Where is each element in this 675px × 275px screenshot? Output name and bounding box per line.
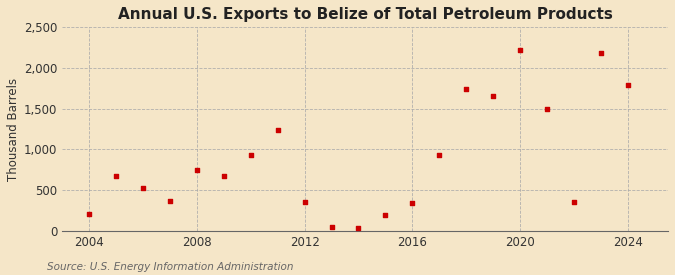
Point <box>380 213 391 217</box>
Text: Source: U.S. Energy Information Administration: Source: U.S. Energy Information Administ… <box>47 262 294 272</box>
Point <box>595 51 606 56</box>
Point <box>272 128 283 132</box>
Point <box>622 83 633 87</box>
Point <box>138 186 148 190</box>
Point <box>461 87 472 91</box>
Point <box>434 153 445 157</box>
Point <box>192 168 202 172</box>
Point <box>407 201 418 205</box>
Point <box>219 173 230 178</box>
Point <box>568 200 579 205</box>
Point <box>487 94 498 98</box>
Point <box>326 225 337 229</box>
Point <box>299 200 310 205</box>
Point <box>353 226 364 230</box>
Point <box>514 48 525 52</box>
Point <box>111 173 122 178</box>
Title: Annual U.S. Exports to Belize of Total Petroleum Products: Annual U.S. Exports to Belize of Total P… <box>117 7 613 22</box>
Point <box>246 153 256 157</box>
Point <box>165 199 176 203</box>
Y-axis label: Thousand Barrels: Thousand Barrels <box>7 78 20 181</box>
Point <box>84 212 95 216</box>
Point <box>541 106 552 111</box>
